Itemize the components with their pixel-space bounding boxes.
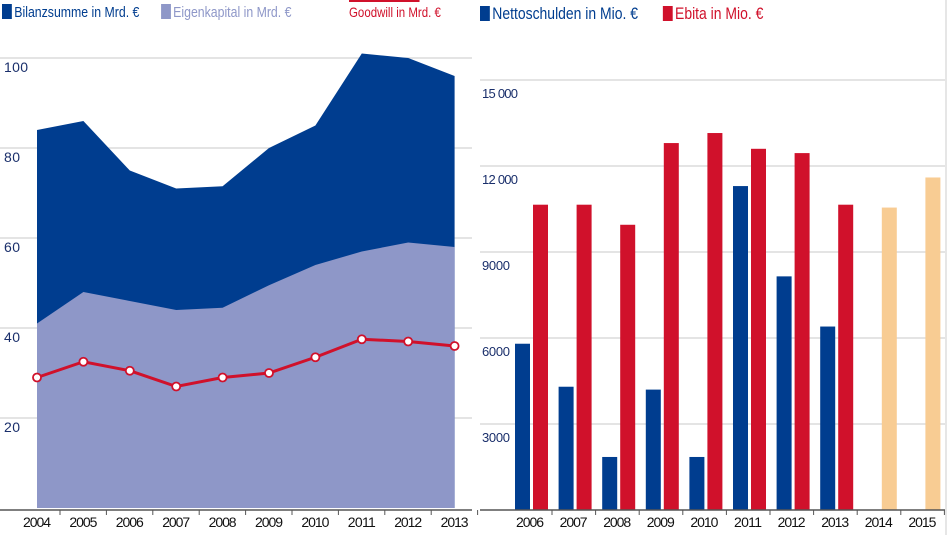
x-tick-label: 2009: [647, 514, 675, 530]
goodwill-line: [36, 337, 455, 389]
bar-ebita: [707, 133, 723, 511]
y-tick-label: 20: [4, 419, 20, 435]
goodwill-point: [449, 341, 460, 351]
legend-swatch: [662, 6, 673, 21]
x-tick-label: 2012: [778, 514, 806, 530]
legend-item-ebita: Ebita in Mio. €: [662, 4, 764, 23]
legend-swatch: [160, 4, 171, 19]
goodwill-point: [217, 372, 228, 383]
x-tick-label: 2008: [603, 514, 631, 530]
goodwill-point: [356, 334, 367, 345]
legend-label: Goodwill in Mrd. €: [349, 4, 441, 20]
goodwill-point: [310, 352, 321, 363]
y-tick-label: 12 000: [482, 172, 518, 187]
goodwill-point: [32, 372, 42, 383]
x-tick-label: 2013: [441, 514, 469, 530]
legend-swatch: [2, 4, 12, 19]
bar-ebita-forecast: [925, 177, 941, 510]
x-tick-label: 2011: [734, 514, 762, 530]
y-tick-label: 15 000: [482, 86, 518, 101]
x-tick-label: 2008: [209, 514, 237, 530]
legend-item-bilanzsumme: Bilanzsumme in Mrd. €: [2, 4, 139, 21]
bar-ebita: [838, 204, 854, 510]
bar-ebita: [620, 224, 636, 510]
bar-nettoschulden: [733, 186, 748, 511]
bar-ebita: [794, 153, 810, 510]
bar-ebita-forecast: [881, 207, 897, 511]
x-tick-label: 2015: [908, 514, 936, 530]
x-tick-label: 2010: [301, 514, 329, 530]
y-tick-label: 80: [4, 149, 20, 165]
x-tick-label: 2007: [560, 514, 588, 530]
bar-ebita: [663, 143, 679, 511]
legend-label: Eigenkapital in Mrd. €: [173, 4, 292, 21]
x-tick-label: 2014: [865, 514, 893, 530]
bar-ebita: [533, 204, 548, 510]
y-tick-label: 100: [4, 59, 28, 75]
bar-nettoschulden: [515, 343, 530, 510]
legend-item-eigenkapital: Eigenkapital in Mrd. €: [160, 4, 292, 21]
legend-label: Bilanzsumme in Mrd. €: [14, 4, 140, 21]
y-tick-label: 3000: [482, 430, 510, 445]
legend-label: Ebita in Mio. €: [675, 4, 764, 23]
bar-nettoschulden: [645, 389, 661, 510]
y-tick-label: 9000: [482, 258, 510, 273]
bar-nettoschulden: [558, 386, 574, 510]
legend-line: [349, 0, 420, 2]
legend-swatch: [480, 6, 490, 21]
bar-nettoschulden: [820, 326, 836, 510]
y-tick-label: 60: [4, 239, 20, 255]
legend-item-nettoschulden: Nettoschulden in Mio. €: [480, 4, 638, 23]
x-tick-label: 2007: [162, 514, 190, 530]
goodwill-point: [78, 356, 89, 367]
goodwill-point: [264, 368, 274, 378]
goodwill-point: [403, 336, 414, 347]
x-tick-label: 2005: [69, 514, 97, 530]
x-tick-label: 2006: [116, 514, 144, 530]
bar-nettoschulden: [602, 456, 618, 510]
legend-right: Nettoschulden in Mio. € Ebita in Mio. €: [480, 4, 763, 24]
y-tick-label: 40: [4, 329, 20, 345]
bar-ebita: [751, 148, 766, 511]
bar-nettoschulden: [776, 276, 792, 510]
bar-nettoschulden: [689, 456, 705, 510]
bar-ebita: [576, 204, 592, 510]
x-tick-label: 2011: [348, 514, 376, 530]
x-tick-label: 2006: [516, 514, 544, 530]
x-tick-label: 2009: [255, 514, 283, 530]
x-tick-label: 2010: [690, 514, 718, 530]
x-tick-label: 2004: [23, 514, 51, 530]
legend-left: Bilanzsumme in Mrd. € Eigenkapital in Mr…: [2, 4, 291, 21]
y-tick-label: 6000: [482, 344, 510, 359]
goodwill-point: [124, 365, 135, 376]
legend-item-goodwill: Goodwill in Mrd. €: [349, 0, 441, 21]
goodwill-point: [171, 381, 182, 392]
legend-label: Nettoschulden in Mio. €: [492, 4, 638, 23]
x-tick-label: 2013: [821, 514, 849, 530]
x-tick-label: 2012: [394, 514, 422, 530]
